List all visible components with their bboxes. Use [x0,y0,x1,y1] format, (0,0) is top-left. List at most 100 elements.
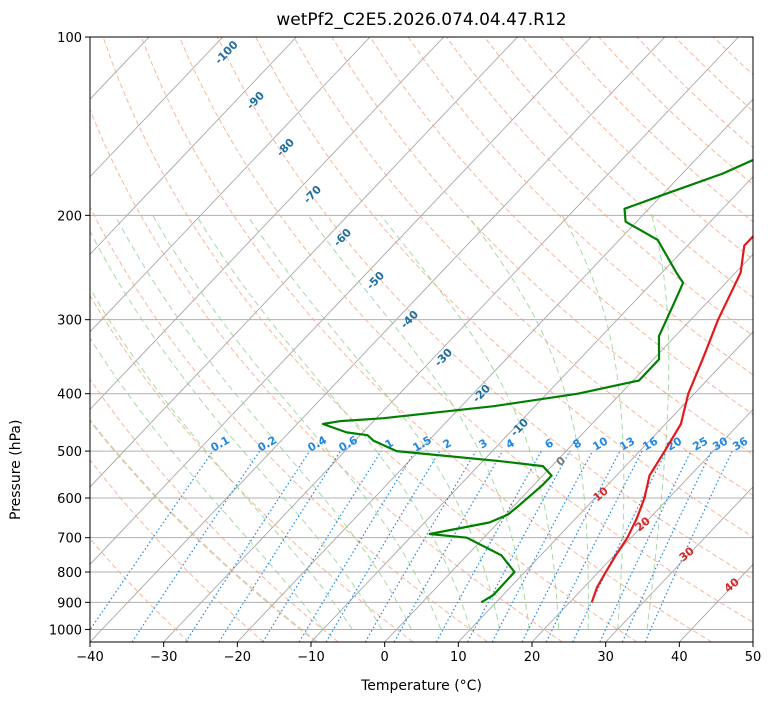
dry-adiabat-line [712,37,753,76]
mixing-ratio-line [90,450,214,631]
mixing-ratio-line [393,450,504,642]
dry-adiabat-line [90,378,339,642]
dry-adiabat-line [90,108,563,642]
isotherm-label: -40 [398,308,421,332]
x-tick-label: 0 [381,650,389,665]
isotherm-label: -20 [470,382,493,406]
isotherm-line [0,37,75,642]
isotherm-line [237,98,753,642]
isotherm-label: -10 [508,416,531,440]
moist-adiabat-line [90,230,383,630]
isotherm-line [605,486,753,642]
dry-adiabat-line [636,37,753,149]
mixing-ratio-label: 13 [617,435,637,454]
isotherm-line [90,37,224,178]
moist-adiabat-line [90,287,353,630]
dry-adiabat-line [140,37,712,642]
dry-adiabat-line [178,37,753,623]
dry-adiabat-label: 40 [722,575,742,595]
mixing-ratio-line [298,450,416,642]
moist-adiabat-line [246,215,501,630]
dry-adiabat-line [90,205,488,642]
isotherm-line [90,37,592,566]
moist-adiabat-line [195,215,471,630]
mixing-ratio-line [491,450,594,642]
x-tick-label: −10 [297,650,324,665]
moist-adiabat-line [561,215,625,630]
dry-adiabat-line [407,37,753,376]
isotherm-line [0,37,2,642]
y-tick-label: 100 [57,31,82,46]
dewpoint-profile-line [321,158,753,604]
isotherm-label: -70 [301,183,324,207]
isotherm-line [310,176,753,642]
y-tick-label: 300 [57,314,82,329]
x-tick-label: 10 [450,650,467,665]
dry-adiabat-line [751,37,753,40]
y-tick-label: 600 [57,492,82,507]
mixing-ratio-line [572,450,667,642]
dry-adiabat-line [522,37,753,260]
dry-adiabat-line [369,37,753,415]
y-tick-label: 1000 [49,623,82,638]
chart-title: wetPf2_C2E5.2026.074.04.47.R12 [276,10,567,30]
isotherm-line [90,37,297,255]
isotherm-line [531,408,753,642]
dry-adiabat-line [560,37,753,223]
x-axis-label: Temperature (°C) [361,678,482,694]
x-tick-label: 50 [745,650,762,665]
mixing-ratio-line [599,450,692,642]
isotherm-line [90,37,371,333]
moist-adiabat-line [90,337,324,630]
mixing-ratio-label: 10 [590,434,610,453]
mixing-ratio-line [262,450,382,642]
y-tick-label: 400 [57,388,82,403]
isotherm-line [90,37,150,100]
moist-adiabat-line [307,215,530,630]
isotherm-label: -90 [244,89,267,113]
isotherm-line [90,37,445,411]
dry-adiabat-line [217,37,753,580]
mixing-ratio-line [218,450,342,642]
isotherm-line [163,37,739,642]
moist-adiabat-line [646,215,670,630]
isotherm-line [458,331,753,642]
isotherm-line [90,37,518,488]
mixing-ratio-label: 2 [441,436,454,451]
moist-adiabat-line [152,215,442,630]
mixing-ratio-line [521,450,621,642]
dry-adiabat-label: 10 [591,484,611,504]
temperature-profile-line [590,234,753,603]
x-tick-label: −40 [76,650,103,665]
moist-adiabat-line [114,215,412,630]
dry-adiabat-label: 0 [554,454,568,469]
mixing-ratio-label: 3 [477,436,490,451]
dry-adiabat-line [255,37,753,538]
isotherm-label: -100 [212,38,241,67]
dry-adiabat-line [102,37,638,642]
y-axis-label: Pressure (hPa) [8,419,24,520]
isotherm-label: -80 [274,136,297,160]
mixing-ratio-line [435,450,542,642]
x-tick-label: −30 [150,650,177,665]
moist-adiabat-line [467,215,589,630]
y-tick-label: 500 [57,445,82,460]
dry-adiabat-line [90,459,264,642]
isotherm-label: -30 [432,346,455,370]
y-tick-label: 900 [57,596,82,611]
isotherm-line [384,253,753,642]
y-tick-label: 800 [57,566,82,581]
y-tick-label: 200 [57,209,82,224]
mixing-ratio-label: 16 [640,434,660,453]
mixing-ratio-line [644,450,733,642]
dry-adiabat-line [293,37,753,496]
plot-area: -100-90-80-70-60-50-40-30-20-100.1 0.2 0.4… [0,37,753,642]
mixing-ratio-line [185,450,311,642]
dry-adiabat-line [484,37,753,298]
moist-adiabat-line [380,214,560,630]
y-tick-label: 700 [57,532,82,547]
reference-curve [90,418,318,642]
axes-frame [89,36,754,643]
dry-adiabat-label: 30 [677,544,697,564]
x-tick-label: −20 [224,650,251,665]
